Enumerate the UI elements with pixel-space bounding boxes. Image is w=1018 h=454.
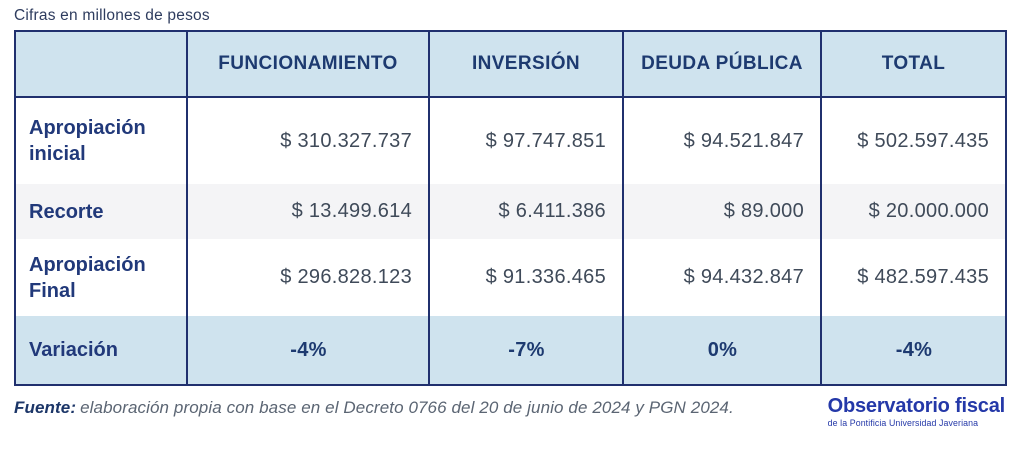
cell-value: $ 310.327.737 xyxy=(186,97,429,184)
header-row: FUNCIONAMIENTO INVERSIÓN DEUDA PÚBLICA T… xyxy=(15,31,1006,98)
col-header-empty xyxy=(15,31,187,98)
table-row-recorte: Recorte $ 13.499.614 $ 6.411.386 $ 89.00… xyxy=(15,184,1006,239)
cell-value: -4% xyxy=(186,316,429,385)
col-header-deuda-publica: DEUDA PÚBLICA xyxy=(622,31,821,98)
row-label: Recorte xyxy=(15,184,187,239)
row-label: Variación xyxy=(15,316,187,385)
cell-value: 0% xyxy=(622,316,821,385)
table-row-variacion: Variación -4% -7% 0% -4% xyxy=(15,316,1006,385)
col-header-total: TOTAL xyxy=(820,31,1006,98)
row-label: Apropiación Final xyxy=(29,253,146,302)
cell-value: $ 91.336.465 xyxy=(428,239,623,316)
col-header-funcionamiento: FUNCIONAMIENTO xyxy=(186,31,429,98)
cell-value: -7% xyxy=(428,316,623,385)
logo-subtitle: de la Pontificia Universidad Javeriana xyxy=(827,418,979,428)
cell-value: $ 94.521.847 xyxy=(622,97,821,184)
cell-value: $ 6.411.386 xyxy=(428,184,623,239)
table-row-apropiacion-final: Apropiación Final $ 296.828.123 $ 91.336… xyxy=(15,239,1006,316)
source-text: elaboración propia con base en el Decret… xyxy=(80,398,734,417)
cell-value: $ 89.000 xyxy=(622,184,821,239)
source-note: Fuente: elaboración propia con base en el… xyxy=(14,398,734,418)
cell-value: $ 97.747.851 xyxy=(428,97,623,184)
cell-value: $ 296.828.123 xyxy=(186,239,429,316)
cell-value: $ 502.597.435 xyxy=(820,97,1006,184)
cell-value: $ 20.000.000 xyxy=(820,184,1006,239)
cell-value: $ 94.432.847 xyxy=(622,239,821,316)
cell-value: -4% xyxy=(820,316,1006,385)
table-caption: Cifras en millones de pesos xyxy=(14,7,210,24)
row-label: Apropiación inicial xyxy=(29,117,146,165)
budget-table: FUNCIONAMIENTO INVERSIÓN DEUDA PÚBLICA T… xyxy=(14,30,1007,386)
source-label: Fuente: xyxy=(14,398,77,417)
logo-title: Observatorio fiscal xyxy=(827,395,1006,417)
table-row-apropiacion-inicial: Apropiación inicial $ 310.327.737 $ 97.7… xyxy=(15,97,1006,184)
col-header-inversion: INVERSIÓN xyxy=(428,31,623,98)
cell-value: $ 13.499.614 xyxy=(186,184,429,239)
observatorio-fiscal-logo: Observatorio fiscal de la Pontificia Uni… xyxy=(827,395,1006,429)
cell-value: $ 482.597.435 xyxy=(820,239,1006,316)
